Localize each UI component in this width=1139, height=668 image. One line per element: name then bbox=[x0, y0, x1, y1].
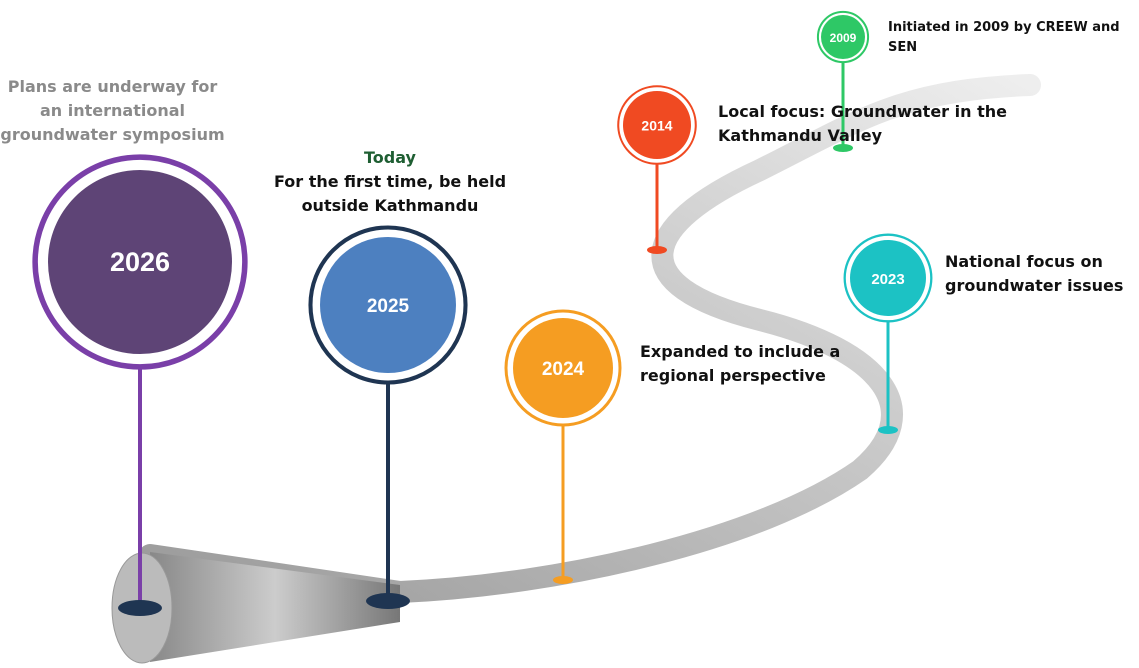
timeline: 2009 2014 2023 2024 2025 2026 Initiated in 20… bbox=[0, 0, 1139, 668]
milestone-year: 2024 bbox=[542, 359, 585, 380]
milestone-year: 2014 bbox=[641, 118, 672, 134]
stem-base bbox=[553, 576, 573, 584]
milestone-year: 2009 bbox=[830, 31, 857, 45]
milestone-tag: Today bbox=[265, 146, 515, 170]
stem-base bbox=[647, 246, 667, 254]
milestone-text: Expanded to include a regional perspecti… bbox=[640, 340, 870, 388]
milestone-year: 2026 bbox=[110, 247, 170, 277]
stem-base bbox=[878, 426, 898, 434]
milestone-text: Initiated in 2009 by CREEW and SEN bbox=[888, 18, 1128, 57]
milestone-year: 2023 bbox=[871, 271, 904, 288]
milestone-text: National focus on groundwater issues bbox=[945, 250, 1135, 298]
stem-base bbox=[366, 593, 410, 609]
stem-base bbox=[118, 600, 162, 616]
milestone-year: 2025 bbox=[367, 296, 410, 317]
road-front bbox=[150, 552, 400, 662]
milestone-text: Local focus: Groundwater in the Kathmand… bbox=[718, 100, 1008, 148]
milestone-text: Plans are underway for an international … bbox=[0, 75, 225, 147]
milestone-text: For the first time, be held outside Kath… bbox=[265, 170, 515, 218]
